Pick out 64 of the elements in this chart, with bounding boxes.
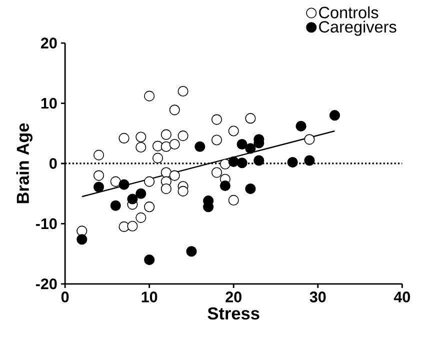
x-tick-label: 20: [226, 292, 242, 302]
x-tick-label: 0: [61, 292, 69, 302]
legend-label: Caregivers: [319, 20, 396, 36]
x-axis-title: Stress: [208, 307, 260, 320]
point: [160, 184, 172, 194]
point: [245, 184, 256, 194]
point: [110, 176, 121, 187]
point: [236, 158, 248, 168]
x-tick-label: 40: [394, 292, 410, 302]
point: [228, 195, 239, 206]
point: [160, 129, 172, 140]
point: [110, 200, 121, 212]
point: [329, 110, 340, 121]
point: [245, 143, 256, 154]
point: [178, 86, 188, 97]
y-tick-label: 10: [41, 98, 57, 109]
point: [178, 130, 188, 142]
point: [211, 167, 222, 178]
point: [76, 234, 88, 245]
point: [178, 186, 188, 197]
point: [169, 170, 180, 181]
point: [144, 202, 155, 212]
y-tick-label: 0: [50, 158, 57, 169]
y-tick-label: -10: [36, 218, 57, 230]
point: [93, 150, 104, 160]
legend-label: Controls: [319, 6, 378, 18]
point: [220, 180, 230, 192]
point: [194, 141, 206, 152]
y-tick-label: 20: [40, 38, 57, 49]
point: [144, 176, 155, 187]
point: [220, 158, 230, 170]
x-tick-label: 30: [310, 292, 326, 302]
point: [228, 156, 239, 168]
point: [211, 134, 222, 146]
y-axis-title: Brain Age: [16, 123, 32, 204]
point: [136, 212, 146, 224]
point: [152, 152, 164, 164]
point: [127, 194, 138, 204]
point: [236, 139, 248, 150]
point: [228, 126, 239, 136]
point: [118, 133, 130, 144]
y-tick-label: -20: [36, 278, 57, 290]
point: [186, 246, 197, 257]
point: [304, 155, 315, 166]
point: [160, 141, 172, 152]
point: [287, 157, 298, 168]
point: [304, 134, 315, 145]
point: [169, 139, 180, 150]
point: [254, 155, 264, 166]
point: [93, 182, 104, 192]
point: [144, 254, 155, 266]
point: [136, 142, 146, 153]
point: [245, 113, 256, 124]
point: [136, 132, 146, 142]
point: [169, 104, 180, 116]
x-tick-label: 10: [142, 292, 158, 302]
point: [127, 220, 138, 232]
point: [144, 90, 155, 102]
point: [136, 188, 146, 199]
point: [93, 170, 104, 181]
point: [211, 114, 222, 125]
point: [296, 120, 306, 132]
point: [118, 222, 130, 232]
point: [118, 179, 130, 190]
